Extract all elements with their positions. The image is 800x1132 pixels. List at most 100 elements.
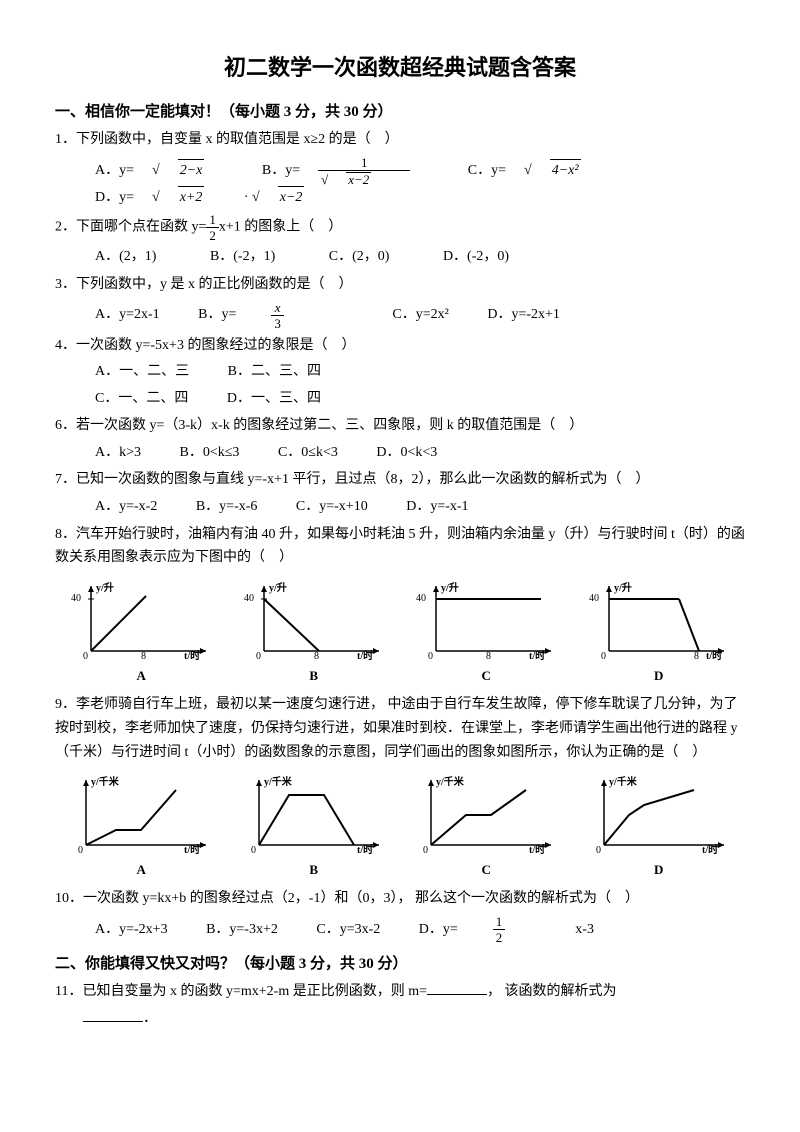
q4-text: 4．一次函数 y=-5x+3 的图象经过的象限是（ ） [55,334,745,358]
q7-text: 7．已知一次函数的图象与直线 y=-x+1 平行，且过点（8，2），那么此一次函… [55,468,745,492]
svg-text:0: 0 [428,651,433,662]
svg-text:40: 40 [244,593,254,604]
svg-text:t/时: t/时 [184,843,200,856]
q6-optA: A．k>3 [95,442,141,464]
q4-optC: C．一、二、四 [95,388,188,410]
q4-options2: C．一、二、四 D．一、三、四 [55,388,745,410]
svg-text:y/千米: y/千米 [609,775,638,788]
q9-chart-a: 0 y/千米 t/时 A [66,770,216,881]
q1-text: 1．下列函数中，自变量 x 的取值范围是 x≥2 的是（ ） [55,128,745,152]
page-title: 初二数学一次函数超经典试题含答案 [55,50,745,85]
section2-header: 二、你能填得又快又对吗？（每小题 3 分，共 30 分） [55,952,745,976]
q9-text: 9．李老师骑自行车上班，最初以某一速度匀速行进， 中途由于自行车发生故障，停下修… [55,693,745,764]
q6-optD: D．0<k<3 [376,442,437,464]
q3-options: A．y=2x-1 B．y=x3 C．y=2x² D．y=-2x+1 [55,301,745,330]
q8-label-b: B [239,666,389,687]
svg-text:t/时: t/时 [702,843,718,856]
q1-optB: B．y=1√x−2 [262,156,446,186]
svg-text:40: 40 [71,593,81,604]
svg-text:0: 0 [601,651,606,662]
svg-text:8: 8 [314,651,319,662]
svg-text:0: 0 [251,845,256,856]
q9-label-b: B [239,860,389,881]
q11-text: 11．已知自变量为 x 的函数 y=mx+2-m 是正比例函数，则 m=， 该函… [55,980,745,1004]
q2-options: A．(2，1) B．(-2，1) C．(2，0) D．(-2，0) [55,246,745,268]
q7-options: A．y=-x-2 B．y=-x-6 C．y=-x+10 D．y=-x-1 [55,496,745,518]
q8-chart-d: 40 0 8 y/升 t/时 D [584,576,734,687]
q1-optD: D．y=√x+2 · √x−2 [95,186,340,209]
svg-text:40: 40 [416,593,426,604]
q10-optA: A．y=-2x+3 [95,919,168,941]
svg-text:0: 0 [423,845,428,856]
q6-options: A．k>3 B．0<k≤3 C．0≤k<3 D．0<k<3 [55,442,745,464]
q7-optA: A．y=-x-2 [95,496,157,518]
q9-label-a: A [66,860,216,881]
q1-optC: C．y=√4−x² [468,159,617,182]
q4-optA: A．一、二、三 [95,361,189,383]
svg-text:0: 0 [83,651,88,662]
svg-text:0: 0 [78,845,83,856]
svg-text:y/升: y/升 [614,581,632,594]
q9-charts: 0 y/千米 t/时 A 0 y/千米 t/时 B 0 y/千米 t/时 [55,770,745,881]
svg-text:y/千米: y/千米 [436,775,465,788]
q9-chart-d: 0 y/千米 t/时 D [584,770,734,881]
q6-text: 6．若一次函数 y=（3-k）x-k 的图象经过第二、三、四象限，则 k 的取值… [55,414,745,438]
q9-label-c: C [411,860,561,881]
svg-text:t/时: t/时 [357,649,373,662]
q3-optA: A．y=2x-1 [95,304,160,326]
q2-optC: C．(2，0) [329,246,390,268]
q8-text: 8．汽车开始行驶时，油箱内有油 40 升，如果每小时耗油 5 升，则油箱内余油量… [55,523,745,571]
q11-blank1 [427,981,487,995]
svg-text:40: 40 [589,593,599,604]
q7-optB: B．y=-x-6 [196,496,258,518]
section1-header: 一、相信你一定能填对！（每小题 3 分，共 30 分） [55,100,745,124]
q9-chart-c: 0 y/千米 t/时 C [411,770,561,881]
svg-text:y/千米: y/千米 [91,775,120,788]
svg-text:0: 0 [596,845,601,856]
q11-line2: ． [55,1008,745,1030]
q10-optB: B．y=-3x+2 [206,919,278,941]
q8-chart-c: 40 0 8 y/升 t/时 C [411,576,561,687]
q3-optD: D．y=-2x+1 [487,304,560,326]
q3-text: 3．下列函数中，y 是 x 的正比例函数的是（ ） [55,273,745,297]
svg-text:y/升: y/升 [441,581,459,594]
q2-text: 2．下面哪个点在函数 y=12x+1 的图象上（ ） [55,213,745,242]
q3-optB: B．y=x3 [198,301,354,330]
q2-optD: D．(-2，0) [443,246,509,268]
q7-optD: D．y=-x-1 [406,496,468,518]
q7-optC: C．y=-x+10 [296,496,368,518]
q9-chart-b: 0 y/千米 t/时 B [239,770,389,881]
svg-text:y/升: y/升 [269,581,287,594]
svg-text:t/时: t/时 [706,649,722,662]
q11-blank2 [83,1008,143,1022]
q10-optD: D．y=12x-3 [419,915,629,944]
svg-text:y/千米: y/千米 [264,775,293,788]
q8-chart-a: 40 0 8 y/升 t/时 A [66,576,216,687]
q8-charts: 40 0 8 y/升 t/时 A 40 0 8 y/升 t/时 B [55,576,745,687]
q6-optC: C．0≤k<3 [278,442,338,464]
q8-label-d: D [584,666,734,687]
q8-label-a: A [66,666,216,687]
q1-options: A．y=√2−x B．y=1√x−2 C．y=√4−x² D．y=√x+2 · … [55,156,745,209]
q8-chart-b: 40 0 8 y/升 t/时 B [239,576,389,687]
q4-options: A．一、二、三 B．二、三、四 [55,361,745,383]
svg-text:8: 8 [694,651,699,662]
q10-optC: C．y=3x-2 [316,919,380,941]
svg-text:t/时: t/时 [357,843,373,856]
q9-label-d: D [584,860,734,881]
q3-optC: C．y=2x² [392,304,448,326]
svg-text:0: 0 [256,651,261,662]
q6-optB: B．0<k≤3 [180,442,240,464]
svg-text:y/升: y/升 [96,581,114,594]
q1-optA: A．y=√2−x [95,159,240,182]
svg-text:t/时: t/时 [184,649,200,662]
q2-optA: A．(2，1) [95,246,156,268]
q10-text: 10．一次函数 y=kx+b 的图象经过点（2，-1）和（0，3）， 那么这个一… [55,887,745,911]
svg-text:t/时: t/时 [529,843,545,856]
q2-optB: B．(-2，1) [210,246,275,268]
svg-text:t/时: t/时 [529,649,545,662]
q4-optD: D．一、三、四 [227,388,321,410]
q8-label-c: C [411,666,561,687]
q10-options: A．y=-2x+3 B．y=-3x+2 C．y=3x-2 D．y=12x-3 [55,915,745,944]
svg-text:8: 8 [141,651,146,662]
